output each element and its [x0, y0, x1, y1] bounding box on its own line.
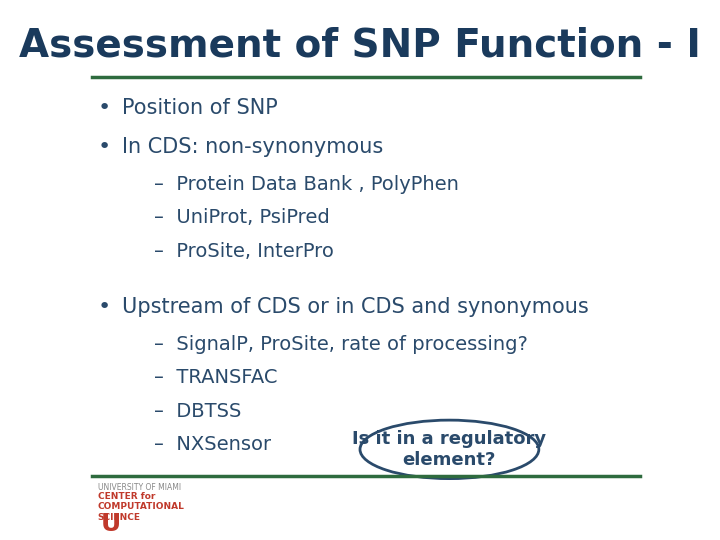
Text: Upstream of CDS or in CDS and synonymous: Upstream of CDS or in CDS and synonymous — [122, 296, 588, 316]
Text: Position of SNP: Position of SNP — [122, 98, 277, 118]
Text: Assessment of SNP Function - I: Assessment of SNP Function - I — [19, 26, 701, 65]
Text: •: • — [98, 137, 111, 157]
Text: •: • — [98, 296, 111, 316]
Text: –  TRANSFAC: – TRANSFAC — [154, 368, 278, 387]
Text: CENTER for
COMPUTATIONAL
SCIENCE: CENTER for COMPUTATIONAL SCIENCE — [98, 492, 184, 522]
Text: In CDS: non-synonymous: In CDS: non-synonymous — [122, 137, 383, 157]
Text: UNIVERSITY OF MIAMI: UNIVERSITY OF MIAMI — [98, 483, 181, 492]
Text: –  DBTSS: – DBTSS — [154, 402, 242, 421]
Text: U: U — [101, 511, 121, 536]
Text: –  ProSite, InterPro: – ProSite, InterPro — [154, 242, 334, 261]
Text: •: • — [98, 98, 111, 118]
Text: Is it in a regulatory
element?: Is it in a regulatory element? — [352, 430, 546, 469]
Text: –  Protein Data Bank , PolyPhen: – Protein Data Bank , PolyPhen — [154, 175, 459, 194]
Text: –  NXSensor: – NXSensor — [154, 435, 271, 454]
Text: –  UniProt, PsiPred: – UniProt, PsiPred — [154, 208, 330, 227]
Text: –  SignalP, ProSite, rate of processing?: – SignalP, ProSite, rate of processing? — [154, 335, 528, 354]
